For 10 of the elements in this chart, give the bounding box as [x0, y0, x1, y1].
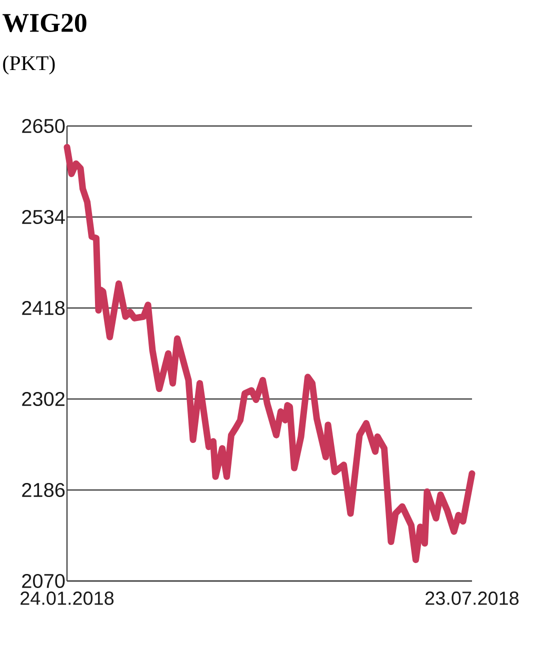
chart-title: WIG20	[2, 14, 86, 32]
x-tick-label: 24.01.2018	[20, 592, 114, 605]
chart-subtitle: (PKT)	[3, 56, 55, 74]
y-tick-label: 2650	[22, 118, 65, 134]
y-tick-label: 2418	[22, 300, 65, 316]
y-tick-label: 2302	[22, 392, 64, 406]
x-tick-label: 23.07.2018	[426, 592, 519, 605]
y-tick-label: 2186	[22, 482, 65, 498]
y-tick-label: 2534	[22, 210, 65, 224]
y-tick-label: 2070	[22, 574, 65, 588]
